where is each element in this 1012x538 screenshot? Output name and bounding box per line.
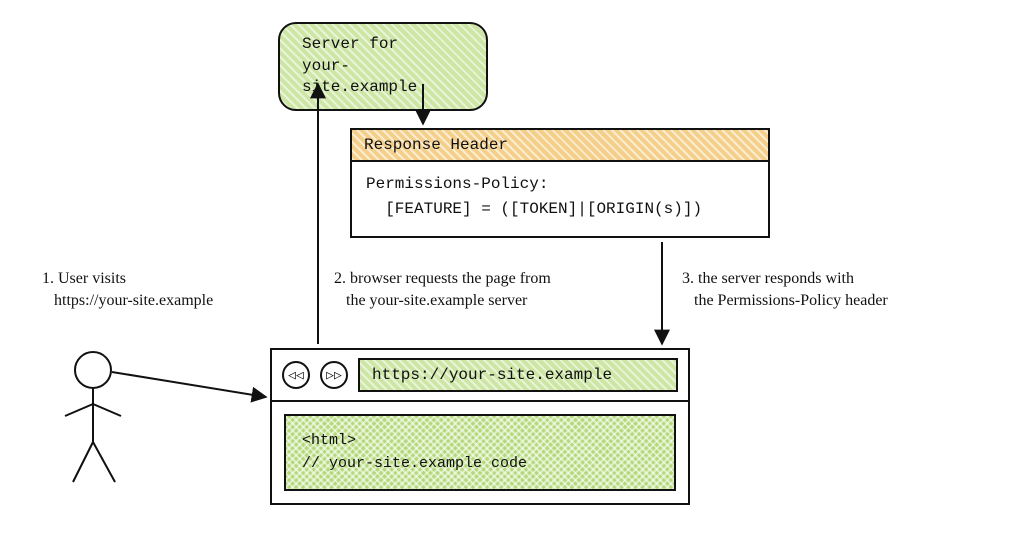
page-code: <html> // your-site.example code	[284, 414, 676, 491]
caption-3: 3. the server responds with the Permissi…	[682, 268, 888, 313]
response-body-line1: Permissions-Policy:	[366, 175, 548, 193]
code-line2: // your-site.example code	[302, 455, 527, 472]
server-line2: your-site.example	[302, 56, 464, 99]
code-line1: <html>	[302, 432, 356, 449]
edge-user-to-browser	[112, 372, 266, 397]
response-header-body: Permissions-Policy: [FEATURE] = ([TOKEN]…	[352, 162, 768, 236]
browser-toolbar: ◁◁ ▷▷ https://your-site.example	[272, 350, 688, 402]
response-header-title: Response Header	[352, 130, 768, 162]
response-body-line2: [FEATURE] = ([TOKEN]|[ORIGIN(s)])	[366, 200, 702, 218]
browser-window: ◁◁ ▷▷ https://your-site.example <html> /…	[270, 348, 690, 505]
caption-1: 1. User visits https://your-site.example	[42, 268, 213, 313]
caption-2: 2. browser requests the page from the yo…	[334, 268, 551, 313]
server-box: Server for your-site.example	[278, 22, 488, 111]
browser-body: <html> // your-site.example code	[272, 402, 688, 503]
url-bar: https://your-site.example	[358, 358, 678, 392]
server-line1: Server for	[302, 34, 464, 56]
back-button-icon: ◁◁	[282, 361, 310, 389]
user-stick-figure	[65, 352, 121, 482]
forward-button-icon: ▷▷	[320, 361, 348, 389]
response-header-box: Response Header Permissions-Policy: [FEA…	[350, 128, 770, 238]
